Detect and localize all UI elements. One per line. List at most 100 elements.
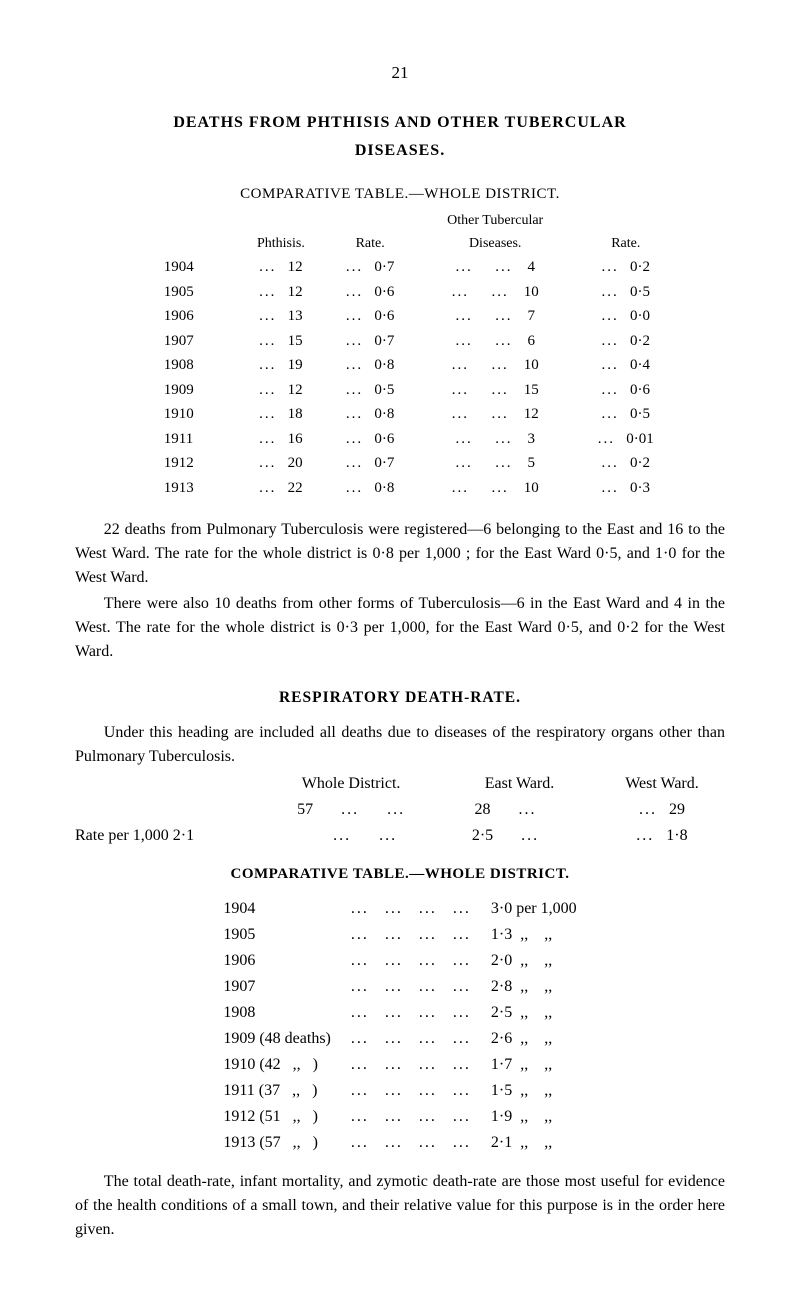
t2-h3: West Ward. (599, 771, 725, 797)
main-title-line1: DEATHS FROM PHTHISIS AND OTHER TUBERCULA… (75, 111, 725, 135)
t1-r1: ... 0·8 (325, 476, 415, 501)
t3-v: 1·7 ,, ,, (481, 1052, 587, 1078)
t3-dots: ... ... ... ... (341, 1130, 481, 1156)
t1-r2: ... 0·3 (575, 476, 676, 501)
t3-y: 1912 (51 ,, ) (213, 1104, 341, 1130)
t3-dots: ... ... ... ... (341, 974, 481, 1000)
t1-y: 1904 (124, 255, 237, 280)
t1-r2: ... 0·01 (575, 427, 676, 452)
table1-header-row: Phthisis. Rate. Diseases. Rate. (124, 232, 677, 255)
t1-y: 1907 (124, 329, 237, 354)
table-row: 1905... ... ... ...1·3 ,, ,, (213, 922, 586, 948)
t1-d: ... ... 4 (415, 255, 575, 280)
t2-h2: East Ward. (440, 771, 599, 797)
t1-ph: ... 12 (237, 255, 326, 280)
yearly-rate-table: 1904... ... ... ...3·0 per 1,0001905... … (213, 896, 586, 1156)
t3-dots: ... ... ... ... (341, 1052, 481, 1078)
table-row: 1911... 16... 0·6... ... 3... 0·01 (124, 427, 677, 452)
t3-dots: ... ... ... ... (341, 948, 481, 974)
t2-r1-ww: 1·8 (666, 827, 687, 844)
table-row: 1909... 12... 0·5... ... 15... 0·6 (124, 378, 677, 403)
table-row: 1906... 13... 0·6... ... 7... 0·0 (124, 304, 677, 329)
t3-v: 2·6 ,, ,, (481, 1026, 587, 1052)
t1-r2: ... 0·2 (575, 451, 676, 476)
paragraph-4: The total death-rate, infant mortality, … (75, 1170, 725, 1242)
t1-ph: ... 13 (237, 304, 326, 329)
t1-r1: ... 0·7 (325, 451, 415, 476)
table-row: 1905... 12... 0·6... ... 10... 0·5 (124, 280, 677, 305)
t1-y: 1913 (124, 476, 237, 501)
t3-v: 2·1 ,, ,, (481, 1130, 587, 1156)
t2-r0-ew: 28 (475, 801, 491, 818)
t1-ph: ... 16 (237, 427, 326, 452)
main-title-line2: DISEASES. (75, 139, 725, 163)
t1-y: 1905 (124, 280, 237, 305)
t1-d: ... ... 7 (415, 304, 575, 329)
t1-d: ... ... 12 (415, 402, 575, 427)
t3-v: 2·0 ,, ,, (481, 948, 587, 974)
t3-v: 3·0 per 1,000 (481, 896, 587, 922)
t1-ph: ... 15 (237, 329, 326, 354)
t3-y: 1908 (213, 1000, 341, 1026)
t3-y: 1906 (213, 948, 341, 974)
t1-d: ... ... 6 (415, 329, 575, 354)
t1-y: 1906 (124, 304, 237, 329)
phthisis-table: Other Tubercular Phthisis. Rate. Disease… (124, 209, 677, 500)
t3-y: 1910 (42 ,, ) (213, 1052, 341, 1078)
t3-y: 1904 (213, 896, 341, 922)
t1-r1: ... 0·7 (325, 255, 415, 280)
t1-d: ... ... 3 (415, 427, 575, 452)
t3-y: 1905 (213, 922, 341, 948)
t3-v: 1·9 ,, ,, (481, 1104, 587, 1130)
t3-v: 2·8 ,, ,, (481, 974, 587, 1000)
t3-y: 1911 (37 ,, ) (213, 1078, 341, 1104)
t1-d: ... ... 10 (415, 476, 575, 501)
table1-h1: Phthisis. (237, 232, 326, 255)
t1-ph: ... 20 (237, 451, 326, 476)
t3-dots: ... ... ... ... (341, 1000, 481, 1026)
t1-r2: ... 0·2 (575, 329, 676, 354)
t1-r1: ... 0·5 (325, 378, 415, 403)
t1-ph: ... 18 (237, 402, 326, 427)
t3-v: 1·5 ,, ,, (481, 1078, 587, 1104)
t1-r2: ... 0·6 (575, 378, 676, 403)
t1-ph: ... 22 (237, 476, 326, 501)
table-row: 1907... ... ... ...2·8 ,, ,, (213, 974, 586, 1000)
table1-h3: Diseases. (415, 232, 575, 255)
table-row: 1908... ... ... ...2·5 ,, ,, (213, 1000, 586, 1026)
t2-r0-wd: 57 (297, 801, 313, 818)
t3-dots: ... ... ... ... (341, 1026, 481, 1052)
paragraph-3: Under this heading are included all deat… (75, 721, 725, 769)
t1-d: ... ... 10 (415, 353, 575, 378)
table1-h0 (124, 232, 237, 255)
t1-ph: ... 12 (237, 280, 326, 305)
t3-y: 1909 (48 deaths) (213, 1026, 341, 1052)
t1-y: 1911 (124, 427, 237, 452)
t2-r0-l (75, 797, 262, 823)
t1-ph: ... 19 (237, 353, 326, 378)
t3-dots: ... ... ... ... (341, 896, 481, 922)
t3-dots: ... ... ... ... (341, 1078, 481, 1104)
paragraph-2: There were also 10 deaths from other for… (75, 592, 725, 664)
comparative-title-2: COMPARATIVE TABLE.—WHOLE DISTRICT. (75, 863, 725, 886)
t1-ph: ... 12 (237, 378, 326, 403)
t1-y: 1910 (124, 402, 237, 427)
table-row: 1912 (51 ,, )... ... ... ...1·9 ,, ,, (213, 1104, 586, 1130)
table-row: 1904... ... ... ...3·0 per 1,000 (213, 896, 586, 922)
table-row: 1904... 12... 0·7... ... 4... 0·2 (124, 255, 677, 280)
table-row: 1906... ... ... ...2·0 ,, ,, (213, 948, 586, 974)
t1-r2: ... 0·4 (575, 353, 676, 378)
t1-r1: ... 0·6 (325, 304, 415, 329)
t1-y: 1909 (124, 378, 237, 403)
t1-d: ... ... 5 (415, 451, 575, 476)
t1-d: ... ... 10 (415, 280, 575, 305)
t1-r1: ... 0·8 (325, 402, 415, 427)
t3-y: 1913 (57 ,, ) (213, 1130, 341, 1156)
t1-y: 1912 (124, 451, 237, 476)
table-row: 1913... 22... 0·8... ... 10... 0·3 (124, 476, 677, 501)
t1-y: 1908 (124, 353, 237, 378)
t3-dots: ... ... ... ... (341, 922, 481, 948)
table-row: 1909 (48 deaths)... ... ... ...2·6 ,, ,, (213, 1026, 586, 1052)
table1-header-othertub: Other Tubercular (415, 209, 575, 232)
t2-h1: Whole District. (262, 771, 440, 797)
